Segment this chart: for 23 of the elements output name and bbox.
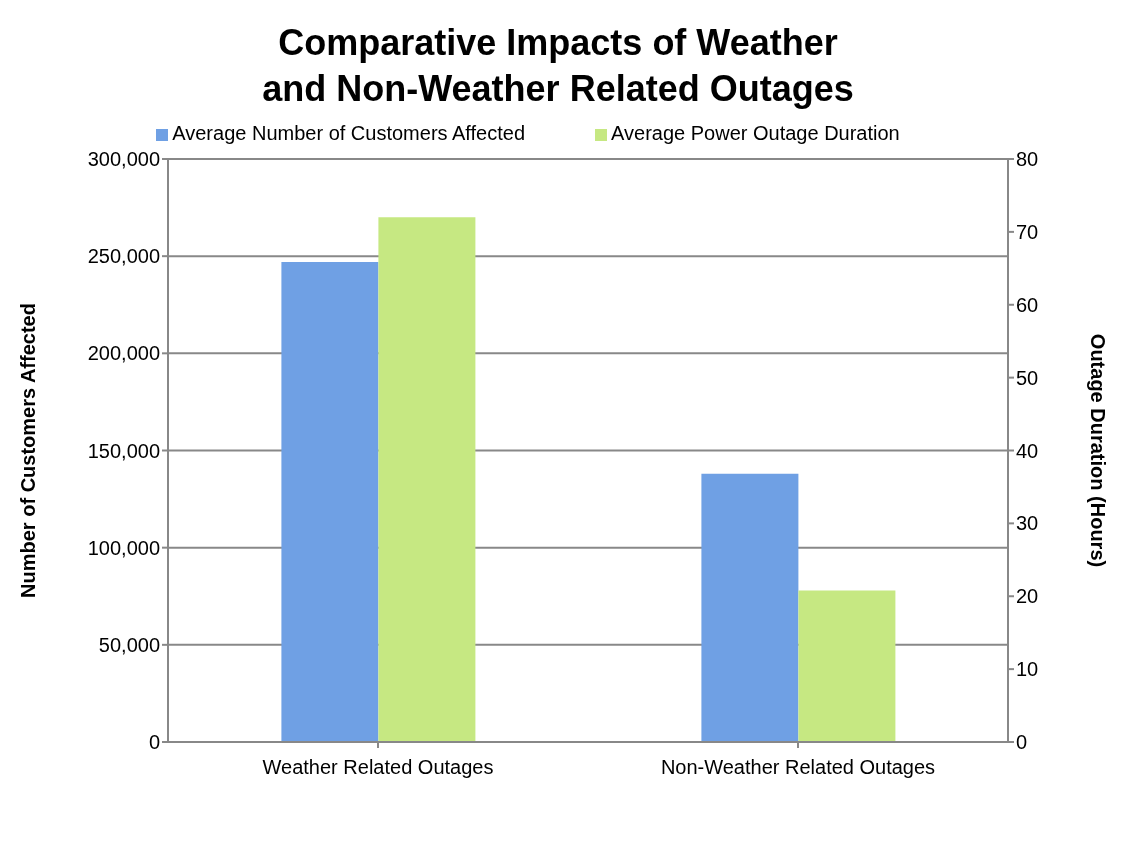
y2-tick-label: 0	[1016, 731, 1028, 754]
y2-tick-label: 10	[1016, 658, 1039, 681]
y2-axis-title: Outage Duration (Hours)	[1086, 333, 1109, 568]
y-tick-label: 100,000	[87, 536, 160, 559]
chart-title: Comparative Impacts of Weather and Non-Weather Related Outages	[261, 21, 855, 111]
y2-tick-label: 80	[1016, 148, 1039, 171]
y-tick-label: 200,000	[87, 342, 160, 365]
y-axis-title: Number of Customers Affected	[17, 303, 40, 598]
y2-tick-label: 40	[1016, 439, 1039, 462]
y2-tick-label: 30	[1016, 512, 1039, 535]
y2-tick-label: 50	[1016, 366, 1039, 389]
y-tick-label: 150,000	[87, 439, 160, 462]
y-tick-label: 300,000	[87, 148, 160, 171]
legend-label: Average Number of Customers Affected	[172, 122, 526, 144]
y2-tick-label: 20	[1016, 585, 1039, 608]
y2-tick-label: 70	[1016, 220, 1039, 243]
y2-tick-label: 60	[1016, 293, 1039, 316]
x-tick-label: Non-Weather Related Outages	[660, 756, 936, 779]
legend-label: Average Power Outage Duration	[611, 122, 900, 144]
x-tick-label: Weather Related Outages	[262, 756, 494, 779]
y-tick-label: 0	[148, 731, 160, 754]
y-tick-label: 250,000	[87, 245, 160, 268]
y-tick-label: 50,000	[98, 633, 160, 656]
